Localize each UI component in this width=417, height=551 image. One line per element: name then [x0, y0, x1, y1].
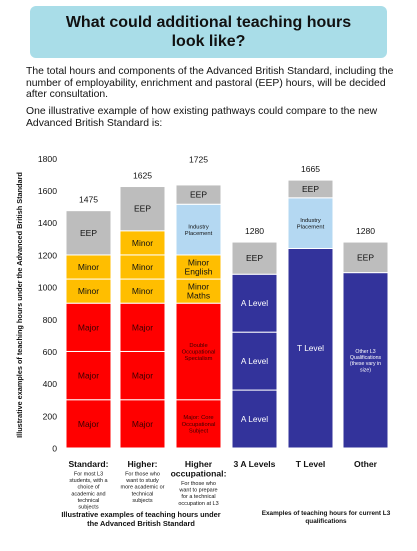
bar-segment: [119, 254, 166, 280]
segment-label: Other L3 Qualifications (these vary in size…: [350, 349, 382, 373]
segment-label: T Level: [297, 343, 324, 353]
bar-segment: [65, 210, 112, 256]
segment-label: Minor Maths: [187, 281, 210, 300]
category-description: For those who want to prepare for a techni…: [178, 481, 218, 507]
segment-label: Major: [78, 322, 99, 332]
intro-paragraph-1: The total hours and components of the Ad…: [26, 66, 394, 100]
y-tick-label: 1600: [38, 186, 57, 196]
category-label: 3 A Levels: [234, 459, 276, 469]
y-tick-label: 200: [43, 411, 58, 421]
segment-label: Industry Placement: [297, 218, 325, 231]
bar-total-label: 1665: [301, 164, 320, 174]
bar-segment: [231, 331, 278, 391]
bar-total-label: 1475: [79, 195, 98, 205]
segment-label: Major: [132, 371, 153, 381]
segment-label: Major: [132, 419, 153, 429]
title-banner: What could additional teaching hours loo…: [30, 6, 387, 58]
bar-total-label: 1280: [356, 226, 375, 236]
bar-segment: [287, 247, 334, 449]
bar-segment: [287, 179, 334, 199]
bar-total-label: 1725: [189, 154, 208, 164]
segment-label: Major: Core Occupational Subject: [182, 415, 216, 434]
y-tick-label: 1400: [38, 218, 57, 228]
bar-segment: [175, 302, 222, 401]
bar-segment: [65, 254, 112, 280]
category-label: Higher:: [127, 459, 157, 469]
y-tick-label: 1200: [38, 250, 57, 260]
bar-segment: [119, 230, 166, 256]
segment-label: Major: [78, 419, 99, 429]
bar-segment: [65, 399, 112, 449]
segment-label: Minor: [132, 238, 153, 248]
bar-segment: [175, 278, 222, 304]
segment-label: EEP: [246, 253, 263, 263]
segment-label: A Level: [241, 414, 268, 424]
footnote-abs: Illustrative examples of teaching hours …: [61, 510, 221, 528]
segment-label: EEP: [190, 190, 207, 200]
category-label: Other: [354, 459, 378, 469]
bar-segment: [342, 272, 389, 449]
bar-segment: [287, 197, 334, 249]
bar-segment: [119, 278, 166, 304]
bar-segment: [175, 254, 222, 280]
title-line-1: What could additional teaching hours: [65, 14, 352, 31]
bar-segment: [231, 273, 278, 333]
segment-label: EEP: [134, 204, 151, 214]
segment-label: Minor: [132, 286, 153, 296]
bar-segment: [342, 241, 389, 274]
segment-label: A Level: [241, 356, 268, 366]
y-tick-label: 0: [52, 444, 57, 454]
bar-segment: [65, 302, 112, 352]
category-label: Standard:: [68, 459, 108, 469]
segment-label: Double Occupational Specialism: [182, 343, 216, 362]
segment-label: EEP: [80, 228, 97, 238]
intro-paragraph-2: One illustrative example of how existing…: [26, 106, 378, 129]
y-tick-label: 1800: [38, 154, 57, 164]
y-tick-label: 800: [43, 315, 58, 325]
y-tick-label: 1000: [38, 283, 57, 293]
bar-segment: [231, 241, 278, 275]
segment-label: A Level: [241, 298, 268, 308]
bar-segment: [119, 302, 166, 352]
category-description: For most L3 students, with a choice of acad…: [69, 472, 108, 511]
bar-segment: [65, 350, 112, 401]
segment-label: Major: [78, 371, 99, 381]
segment-label: Major: [132, 322, 153, 332]
y-tick-label: 400: [43, 379, 58, 389]
y-tick-label: 600: [43, 347, 58, 357]
segment-label: Minor: [78, 286, 99, 296]
bar-total-label: 1625: [133, 171, 152, 181]
bar-segment: [119, 350, 166, 401]
category-description: For those who want to study more academic …: [120, 472, 164, 504]
bar-segment: [175, 184, 222, 205]
bar-segment: [119, 186, 166, 232]
footnote-current: Examples of teaching hours for current L…: [261, 510, 391, 525]
segment-label: EEP: [357, 252, 374, 262]
segment-label: EEP: [302, 184, 319, 194]
segment-label: Minor English: [185, 257, 213, 276]
segment-label: Minor: [78, 262, 99, 272]
segment-label: Industry Placement: [185, 224, 213, 237]
category-label: Higher occupational:: [171, 459, 227, 479]
segment-label: Minor: [132, 262, 153, 272]
category-label: T Level: [296, 459, 326, 469]
y-axis-label: Illustrative examples of teaching hours …: [15, 172, 24, 438]
bar-total-label: 1280: [245, 226, 264, 236]
title-line-2: look like?: [171, 33, 246, 50]
